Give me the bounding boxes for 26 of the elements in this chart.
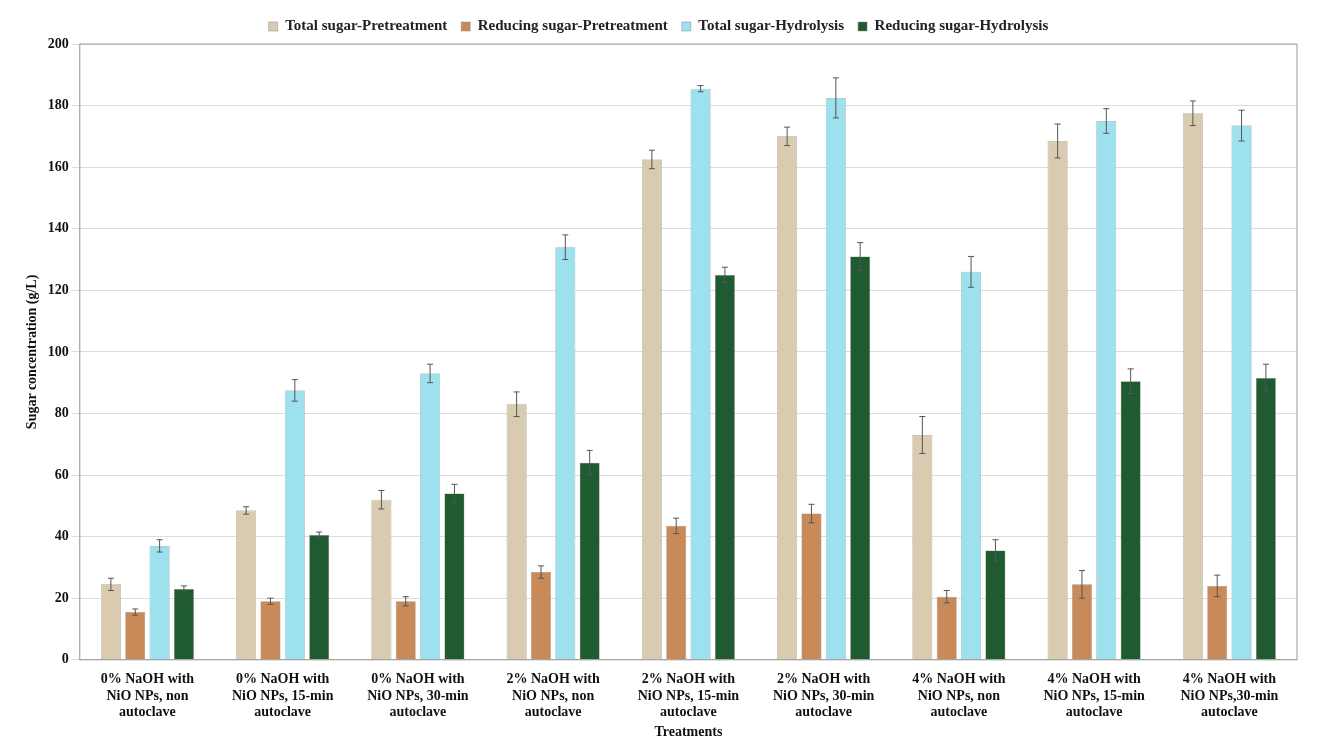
x-tick-label: 4% NaOH with NiO NPs, 15-min autoclave [1043, 670, 1146, 720]
y-tick-label: 100 [47, 343, 69, 359]
x-tick-label: 0% NaOH with NiO NPs, 15-min autoclave [231, 670, 334, 720]
y-tick-label: 20 [54, 589, 69, 605]
legend-label: Total sugar-Hydrolysis [698, 17, 845, 34]
x-tick-label: 2% NaOH with NiO NPs, non autoclave [506, 670, 601, 720]
y-tick-label: 140 [47, 220, 69, 236]
x-tick-label: 0% NaOH with NiO NPs, non autoclave [100, 670, 195, 720]
legend-label: Reducing sugar-Pretreatment [477, 17, 668, 34]
x-tick-label: 4% NaOH with NiO NPs,30-min autoclave [1180, 670, 1279, 720]
y-tick-label: 40 [54, 528, 69, 544]
y-axis-title: Sugar concentration (g/L) [24, 274, 41, 430]
x-tick-label: 4% NaOH with NiO NPs, non autoclave [912, 670, 1006, 720]
x-tick-label: 2% NaOH with NiO NPs, 30-min autoclave [772, 670, 875, 720]
y-tick-label: 180 [47, 97, 69, 113]
y-tick-label: 120 [47, 281, 69, 297]
x-tick-label: 2% NaOH with NiO NPs, 15-min autoclave [637, 670, 740, 720]
y-tick-label: 60 [54, 466, 69, 482]
y-tick-label: 0 [61, 651, 69, 667]
x-tick-label: 0% NaOH with NiO NPs, 30-min autoclave [367, 670, 469, 720]
legend-label: Total sugar-Pretreatment [285, 17, 448, 34]
y-tick-label: 80 [54, 405, 69, 421]
y-tick-label: 200 [47, 35, 69, 51]
y-tick-label: 160 [47, 158, 69, 174]
x-axis-title: Treatments [654, 724, 723, 740]
legend-label: Reducing sugar-Hydrolysis [874, 17, 1049, 34]
